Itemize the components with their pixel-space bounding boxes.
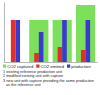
chart: CO2 captured CO2 emitted production 1 exist… <box>0 0 100 95</box>
series <box>11 20 86 62</box>
annotation: 2 modified existing unit with capture <box>3 74 63 78</box>
legend-label: CO2 emitted <box>40 64 64 69</box>
legend-swatch <box>3 65 6 68</box>
bar <box>86 20 91 62</box>
legend-swatch <box>67 65 70 68</box>
annotation: 1 existing reference production unit <box>3 70 63 74</box>
bar <box>39 32 44 62</box>
legend: CO2 captured CO2 emitted production <box>3 64 91 69</box>
legend-label: production <box>71 64 91 69</box>
legend-label: CO2 captured <box>7 64 34 69</box>
bar <box>15 20 20 62</box>
bar <box>34 53 39 62</box>
bar <box>29 20 48 62</box>
annotation: 3 new unit with capture providing the sa… <box>3 79 94 87</box>
bar <box>76 5 95 62</box>
series <box>29 5 95 62</box>
axis-line <box>4 3 5 63</box>
legend-swatch <box>36 65 39 68</box>
series <box>15 20 90 62</box>
bar <box>11 20 16 62</box>
bar <box>53 20 72 62</box>
marks <box>11 5 95 62</box>
y-axis <box>4 3 5 63</box>
bar <box>81 50 86 62</box>
bar <box>62 20 67 62</box>
bar <box>58 47 63 62</box>
